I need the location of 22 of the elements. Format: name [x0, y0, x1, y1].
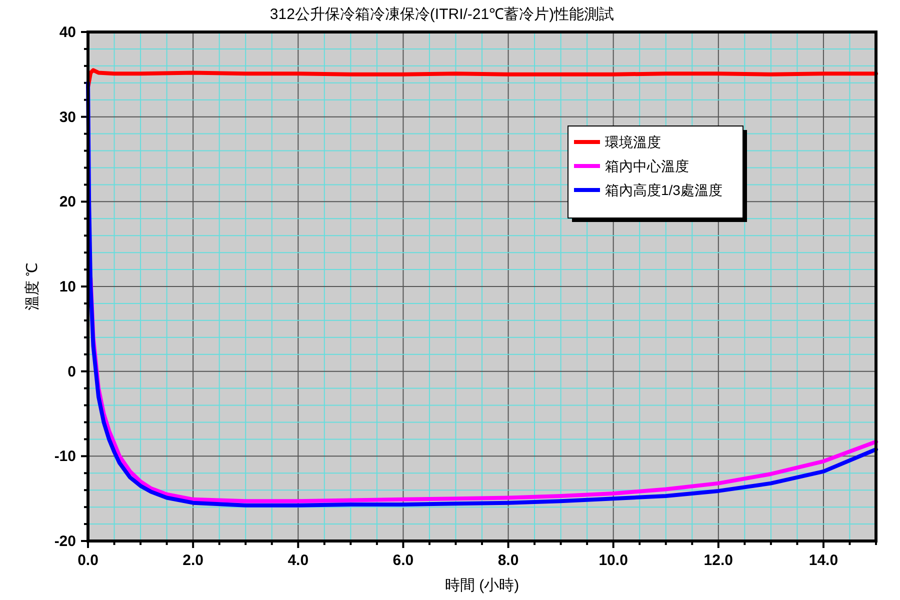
line-series — [86, 80, 878, 508]
legend-label: 箱內高度1/3處溫度 — [605, 182, 722, 198]
x-tick-label: 2.0 — [182, 552, 204, 569]
x-axis-title: 時間 (小時) — [444, 577, 520, 594]
x-tick-label: 14.0 — [808, 552, 838, 569]
y-tick-label: 10 — [59, 278, 76, 296]
chart-title: 312公升保冷箱冷凍保冷(ITRI/-21℃蓄冷片)性能測試 — [270, 6, 614, 23]
legend-label: 箱內中心溫度 — [605, 158, 689, 174]
legend-label: 環境溫度 — [605, 134, 661, 150]
y-tick-label: -20 — [54, 533, 76, 550]
y-tick-label: 0 — [68, 363, 76, 380]
y-tick-label: -10 — [54, 448, 76, 466]
y-tick-label: 30 — [59, 108, 76, 126]
x-tick-label: 4.0 — [288, 552, 309, 569]
x-tick-label: 12.0 — [704, 552, 733, 569]
x-tick-label: 6.0 — [392, 552, 414, 569]
x-tick-label: 8.0 — [498, 552, 519, 569]
x-tick-label: 0.0 — [78, 552, 98, 569]
y-tick-label: 20 — [59, 194, 76, 211]
y-axis-title: 溫度 ℃ — [24, 262, 41, 311]
y-tick-label: 40 — [59, 24, 76, 41]
x-tick-label: 10.0 — [598, 552, 628, 569]
